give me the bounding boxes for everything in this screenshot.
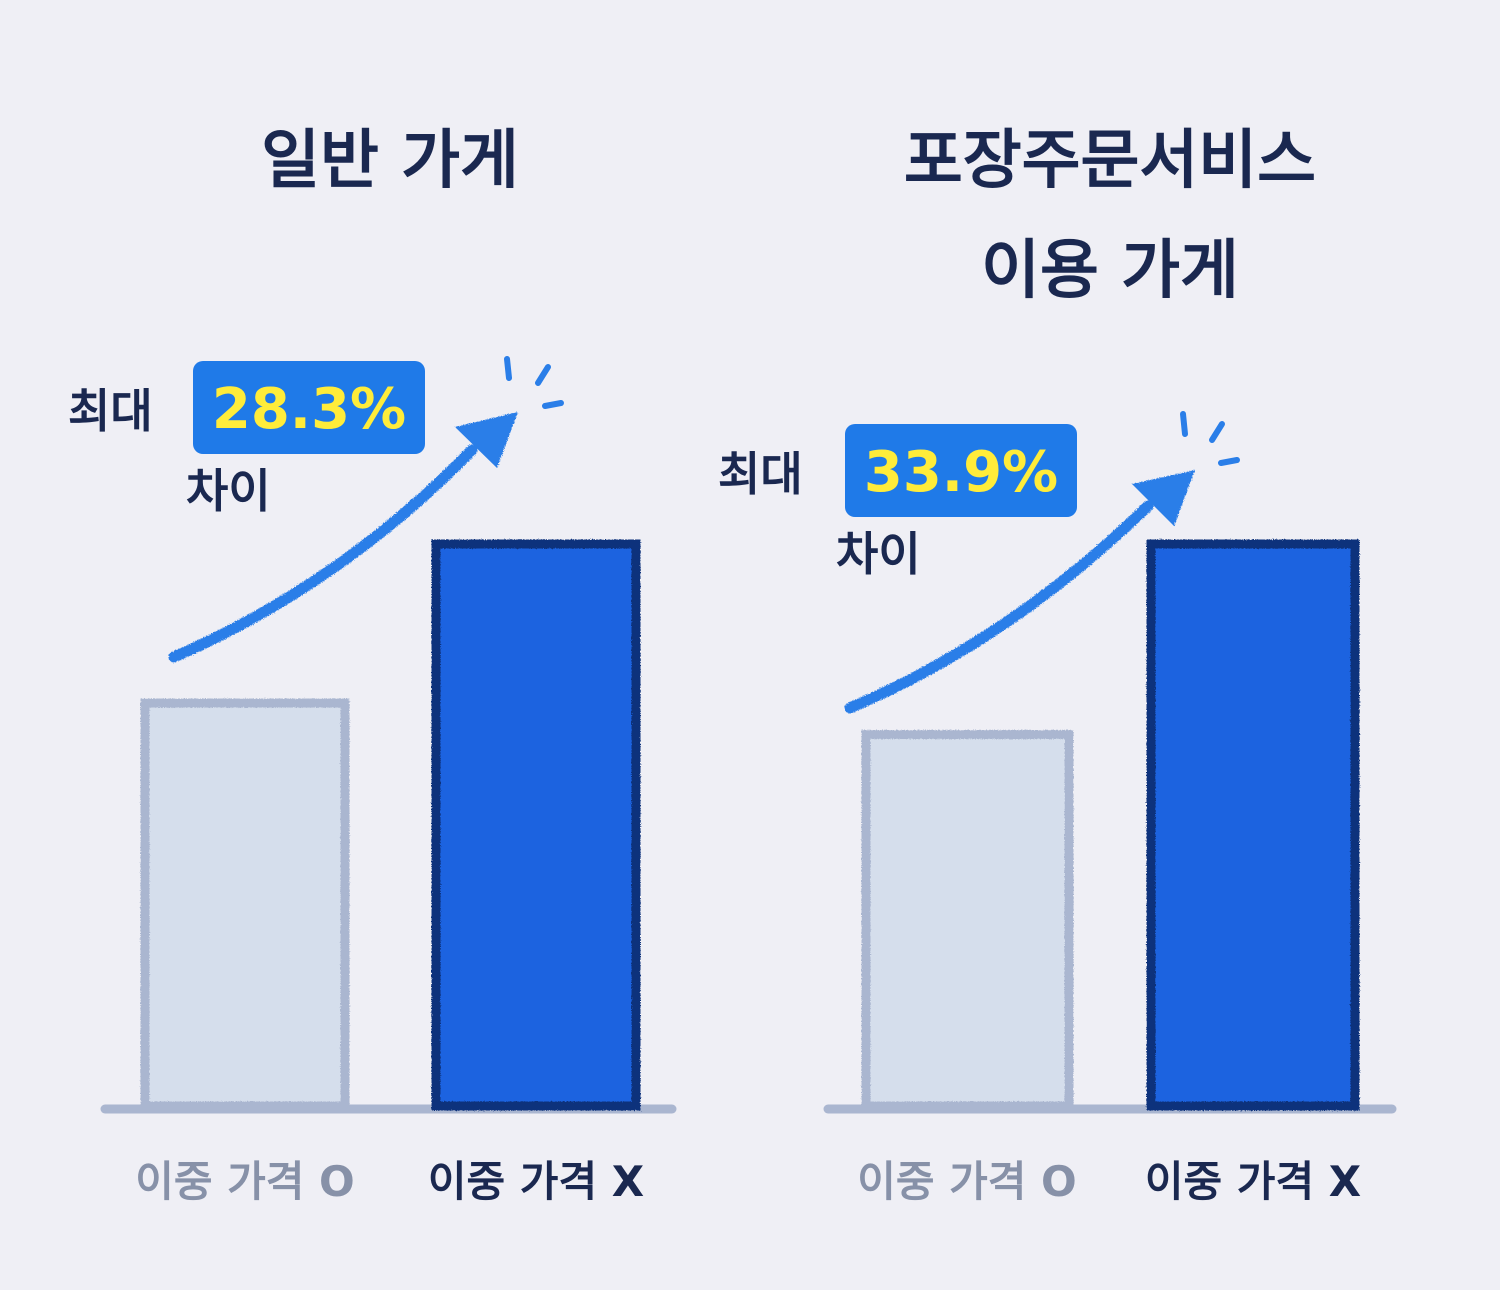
annotation-badge-general xyxy=(193,361,425,454)
chart-title-general: 일반 가게 xyxy=(261,124,519,198)
category-label-takeout-no: 이중 가격 X xyxy=(1145,1157,1361,1206)
annotation-prefix-takeout: 최대 xyxy=(718,447,803,501)
category-label-general-yes: 이중 가격 O xyxy=(135,1157,355,1206)
annotation-suffix-takeout: 차이 xyxy=(836,527,921,581)
bar-general-dual-price-no xyxy=(431,539,641,1111)
annotation-suffix-general: 차이 xyxy=(186,464,271,518)
bar-general-dual-price-yes xyxy=(140,698,350,1111)
chart-title-takeout-line1: 포장주문서비스 xyxy=(904,124,1316,198)
bar-takeout-dual-price-no xyxy=(1146,539,1360,1111)
category-label-takeout-yes: 이중 가격 O xyxy=(857,1157,1077,1206)
annotation-value-general: 28.3% xyxy=(212,377,406,442)
category-label-general-no: 이중 가격 X xyxy=(428,1157,644,1206)
annotation-prefix-general: 최대 xyxy=(68,384,153,438)
spark-lines-takeout xyxy=(1180,411,1240,466)
trend-arrow-general xyxy=(168,412,518,663)
trend-arrow-takeout xyxy=(844,470,1195,714)
annotation-badge-takeout xyxy=(845,424,1077,517)
bar-takeout-dual-price-yes xyxy=(861,730,1074,1111)
annotation-value-takeout: 33.9% xyxy=(864,440,1058,505)
chart-panel-takeout: 포장주문서비스 이용 가게 이중 가격 O 이중 가격 X 최대 33.9% 차… xyxy=(718,124,1397,1206)
spark-lines-general xyxy=(504,356,564,409)
chart-panel-general: 일반 가게 이중 가격 O 이중 가격 X 최대 28.3% 차이 xyxy=(68,124,677,1206)
chart-title-takeout-line2: 이용 가게 xyxy=(981,234,1239,308)
